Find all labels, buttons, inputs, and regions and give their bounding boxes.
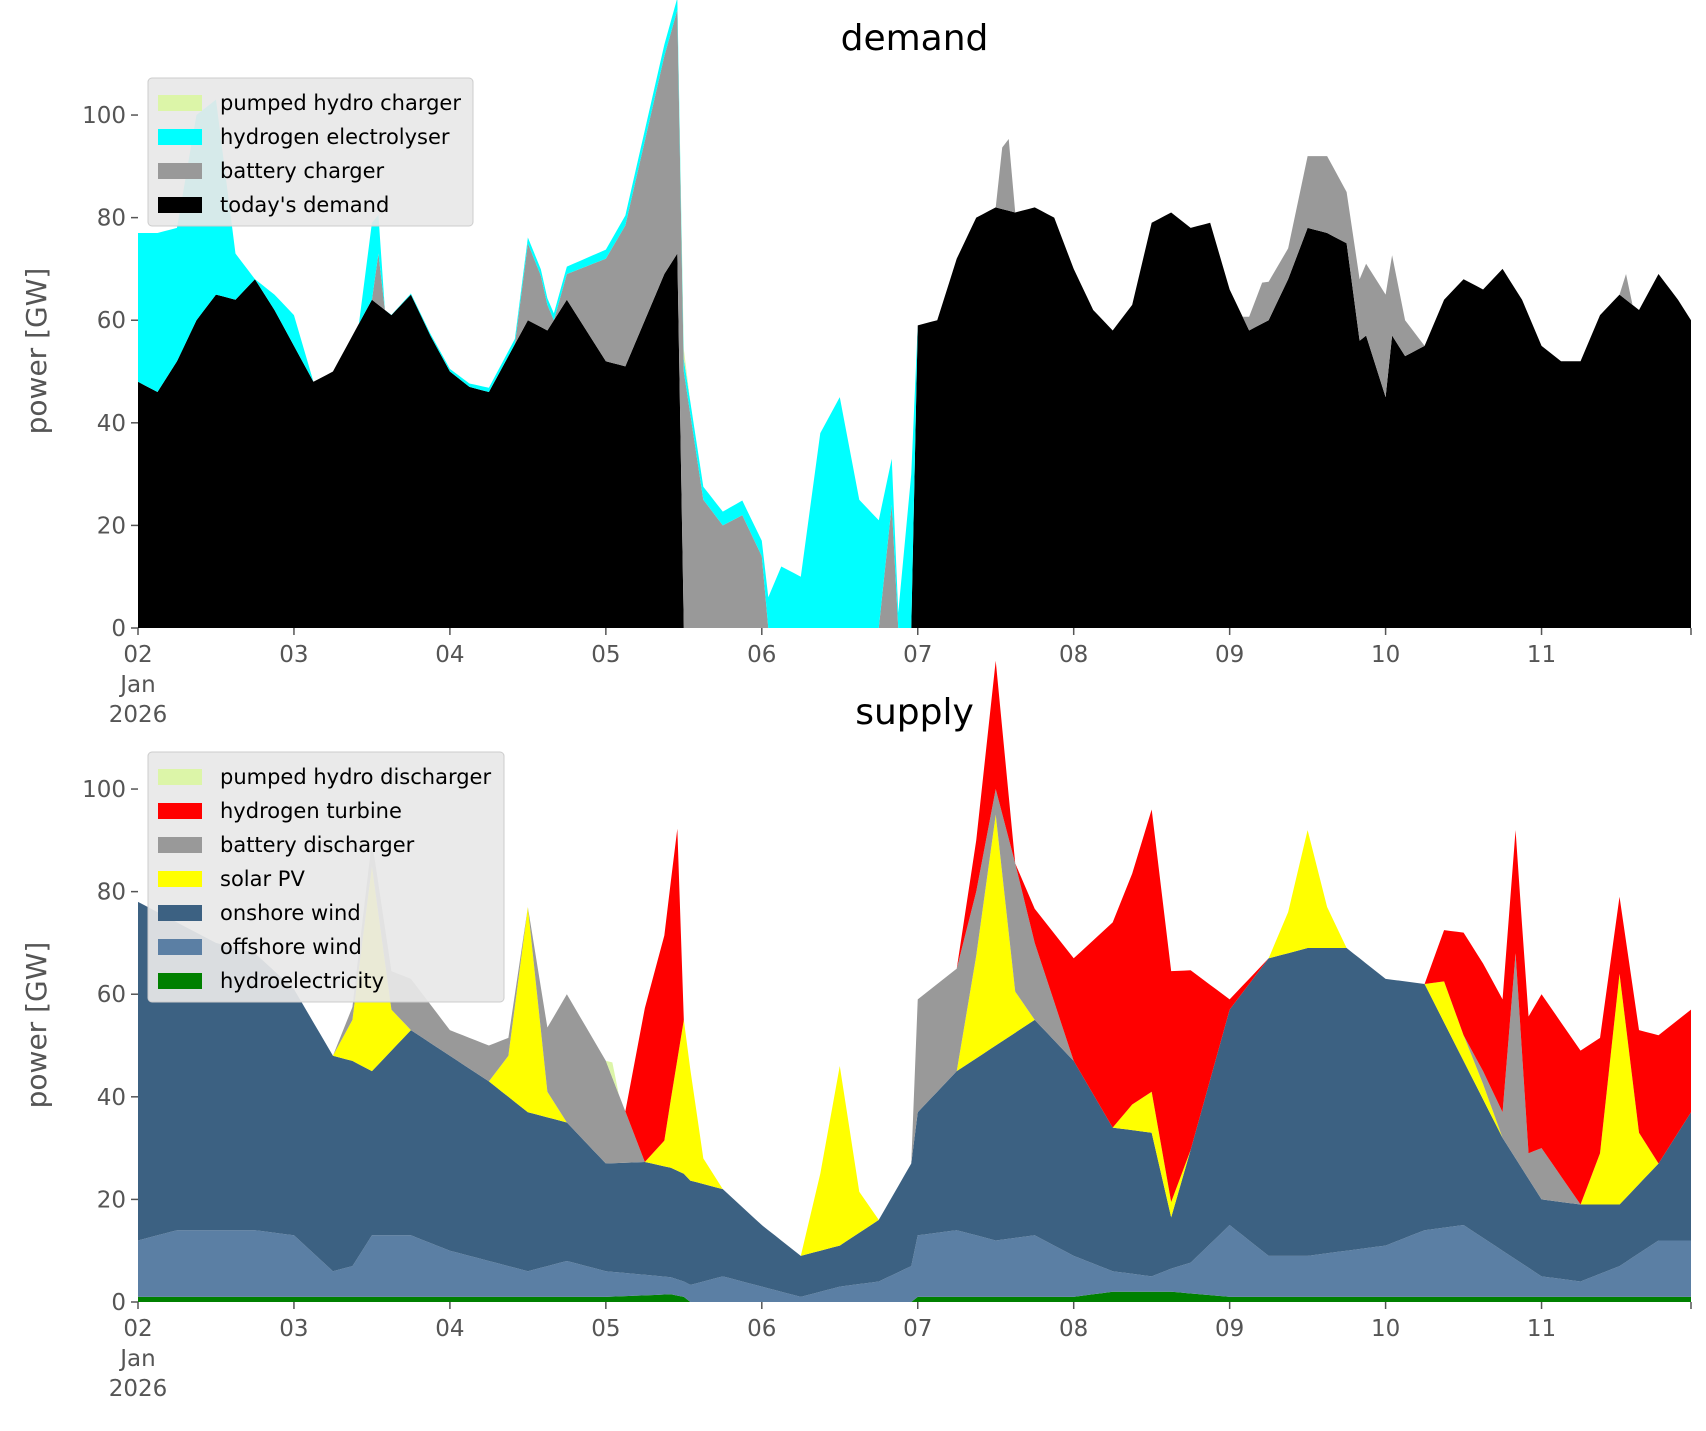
legend-label: onshore wind <box>220 901 361 925</box>
x-tick-label: 03 <box>279 1316 308 1342</box>
x-tick-label: 05 <box>591 1316 620 1342</box>
chart-title: demand <box>841 18 989 59</box>
legend-swatch <box>158 95 202 111</box>
legend-swatch <box>158 973 202 989</box>
y-tick-label: 40 <box>97 1085 126 1111</box>
x-tick-label: 09 <box>1215 642 1244 668</box>
x-tick-label: 08 <box>1059 642 1088 668</box>
y-tick-label: 60 <box>97 308 126 334</box>
y-tick-label: 20 <box>97 1187 126 1213</box>
x-tick-label: 06 <box>747 1316 776 1342</box>
legend-label: battery charger <box>220 159 385 183</box>
legend-swatch <box>158 163 202 179</box>
legend-swatch <box>158 905 202 921</box>
x-tick-label: 03 <box>279 642 308 668</box>
y-axis-label: power [GW] <box>20 268 53 435</box>
y-tick-label: 80 <box>97 206 126 232</box>
area-offshore-wind <box>138 1225 1691 1302</box>
x-tick-label: 08 <box>1059 1316 1088 1342</box>
y-tick-label: 100 <box>82 777 126 803</box>
legend-swatch <box>158 129 202 145</box>
x-tick-label: 11 <box>1527 1316 1556 1342</box>
x-tick-label: 02 <box>123 642 152 668</box>
y-tick-label: 80 <box>97 880 126 906</box>
x-tick-label: 09 <box>1215 1316 1244 1342</box>
x-tick-label: 05 <box>591 642 620 668</box>
legend-label: hydroelectricity <box>220 969 384 993</box>
legend-label: offshore wind <box>220 935 362 959</box>
y-axis-label: power [GW] <box>20 942 53 1109</box>
demand-chart: demand power [GW] 0 20 40 60 80 100 02 Jan 2026 03 0… <box>20 0 1692 728</box>
area-today-s-demand <box>138 207 1691 628</box>
y-tick-label: 20 <box>97 513 126 539</box>
y-tick-label: 0 <box>111 1290 126 1316</box>
y-tick-label: 40 <box>97 411 126 437</box>
x-tick-label: 06 <box>747 642 776 668</box>
x-tick-label: 10 <box>1371 1316 1400 1342</box>
legend-label: pumped hydro discharger <box>220 765 491 789</box>
x-tick-sublabel: Jan <box>118 672 155 698</box>
x-tick-sublabel: Jan <box>118 1346 155 1372</box>
supply-chart: supply power [GW] 0 20 40 60 80 100 02 Jan 2026 03 0… <box>20 660 1692 1402</box>
legend-swatch <box>158 871 202 887</box>
legend-swatch <box>158 837 202 853</box>
area-battery-charger <box>138 9 1691 628</box>
legend-swatch <box>158 197 202 213</box>
series-areas <box>138 0 1691 628</box>
x-tick-label: 11 <box>1527 642 1556 668</box>
legend-label: hydrogen electrolyser <box>220 125 450 149</box>
legend-swatch <box>158 939 202 955</box>
legend-label: hydrogen turbine <box>220 799 402 823</box>
x-tick-label: 04 <box>435 1316 464 1342</box>
x-tick-label: 07 <box>903 1316 932 1342</box>
x-tick-label: 02 <box>123 1316 152 1342</box>
x-tick-label: 04 <box>435 642 464 668</box>
legend-label: solar PV <box>220 867 305 891</box>
legend-swatch <box>158 769 202 785</box>
area-solar-pv <box>138 814 1691 1256</box>
x-tick-sublabel: 2026 <box>109 702 168 728</box>
legend-swatch <box>158 803 202 819</box>
legend-label: pumped hydro charger <box>220 91 461 115</box>
legend: pumped hydro discharger hydrogen turbine b… <box>147 751 505 1003</box>
legend: pumped hydro charger hydrogen electrolyse… <box>147 77 474 227</box>
legend-frame <box>147 77 474 227</box>
series-areas <box>138 660 1691 1302</box>
legend-label: battery discharger <box>220 833 415 857</box>
y-tick-label: 60 <box>97 982 126 1008</box>
x-tick-label: 10 <box>1371 642 1400 668</box>
area-hydroelectricity <box>138 1291 1691 1302</box>
y-tick-label: 100 <box>82 103 126 129</box>
legend-frame <box>147 751 505 1003</box>
chart-title: supply <box>855 692 974 733</box>
x-tick-sublabel: 2026 <box>109 1376 168 1402</box>
x-tick-label: 07 <box>903 642 932 668</box>
area-onshore-wind <box>138 901 1691 1297</box>
y-tick-label: 0 <box>111 616 126 642</box>
legend-label: today's demand <box>220 193 389 217</box>
